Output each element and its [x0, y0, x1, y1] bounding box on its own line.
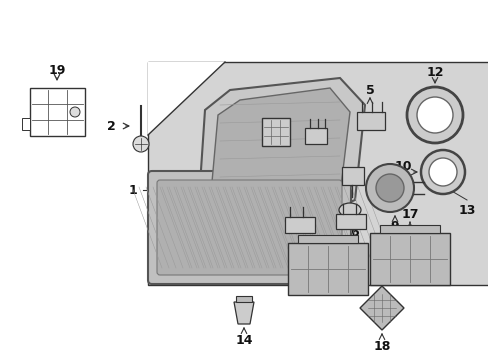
Text: 18: 18 — [372, 339, 390, 352]
Text: 2: 2 — [106, 120, 115, 132]
Text: 14: 14 — [235, 333, 252, 346]
Polygon shape — [200, 78, 364, 215]
Circle shape — [133, 136, 149, 152]
Bar — [22, 118, 30, 130]
Text: 6: 6 — [350, 225, 359, 238]
Text: 4: 4 — [313, 103, 322, 116]
Bar — [356, 112, 384, 130]
Bar — [379, 225, 439, 233]
Circle shape — [420, 150, 464, 194]
Bar — [369, 233, 449, 285]
Polygon shape — [234, 302, 253, 324]
Text: 9: 9 — [390, 220, 399, 233]
Text: 17: 17 — [401, 208, 418, 221]
Bar — [285, 217, 314, 233]
FancyBboxPatch shape — [157, 180, 341, 275]
Polygon shape — [359, 286, 403, 330]
Text: 3: 3 — [190, 266, 199, 279]
Bar — [287, 243, 367, 295]
Circle shape — [416, 97, 452, 133]
Bar — [236, 296, 251, 302]
Bar — [335, 214, 365, 229]
Circle shape — [365, 164, 413, 212]
Text: 1: 1 — [128, 184, 137, 197]
Circle shape — [428, 158, 456, 186]
Text: 12: 12 — [426, 67, 443, 80]
Text: 16: 16 — [257, 262, 274, 275]
Bar — [341, 167, 363, 185]
Polygon shape — [148, 62, 488, 285]
Bar — [297, 235, 357, 243]
Bar — [262, 118, 289, 146]
Text: 13: 13 — [457, 203, 475, 216]
Text: 15: 15 — [231, 126, 248, 139]
Polygon shape — [212, 88, 349, 208]
Circle shape — [375, 174, 403, 202]
FancyBboxPatch shape — [148, 171, 350, 284]
Text: 19: 19 — [48, 63, 65, 77]
Bar — [305, 128, 326, 144]
Circle shape — [70, 107, 80, 117]
Text: 5: 5 — [365, 84, 374, 96]
Bar — [30, 88, 85, 136]
Text: 8: 8 — [295, 240, 304, 253]
Polygon shape — [148, 62, 224, 135]
Ellipse shape — [338, 203, 360, 217]
Text: 10: 10 — [393, 161, 411, 174]
Text: 7: 7 — [345, 150, 354, 163]
Circle shape — [406, 87, 462, 143]
Text: 11: 11 — [339, 238, 356, 251]
